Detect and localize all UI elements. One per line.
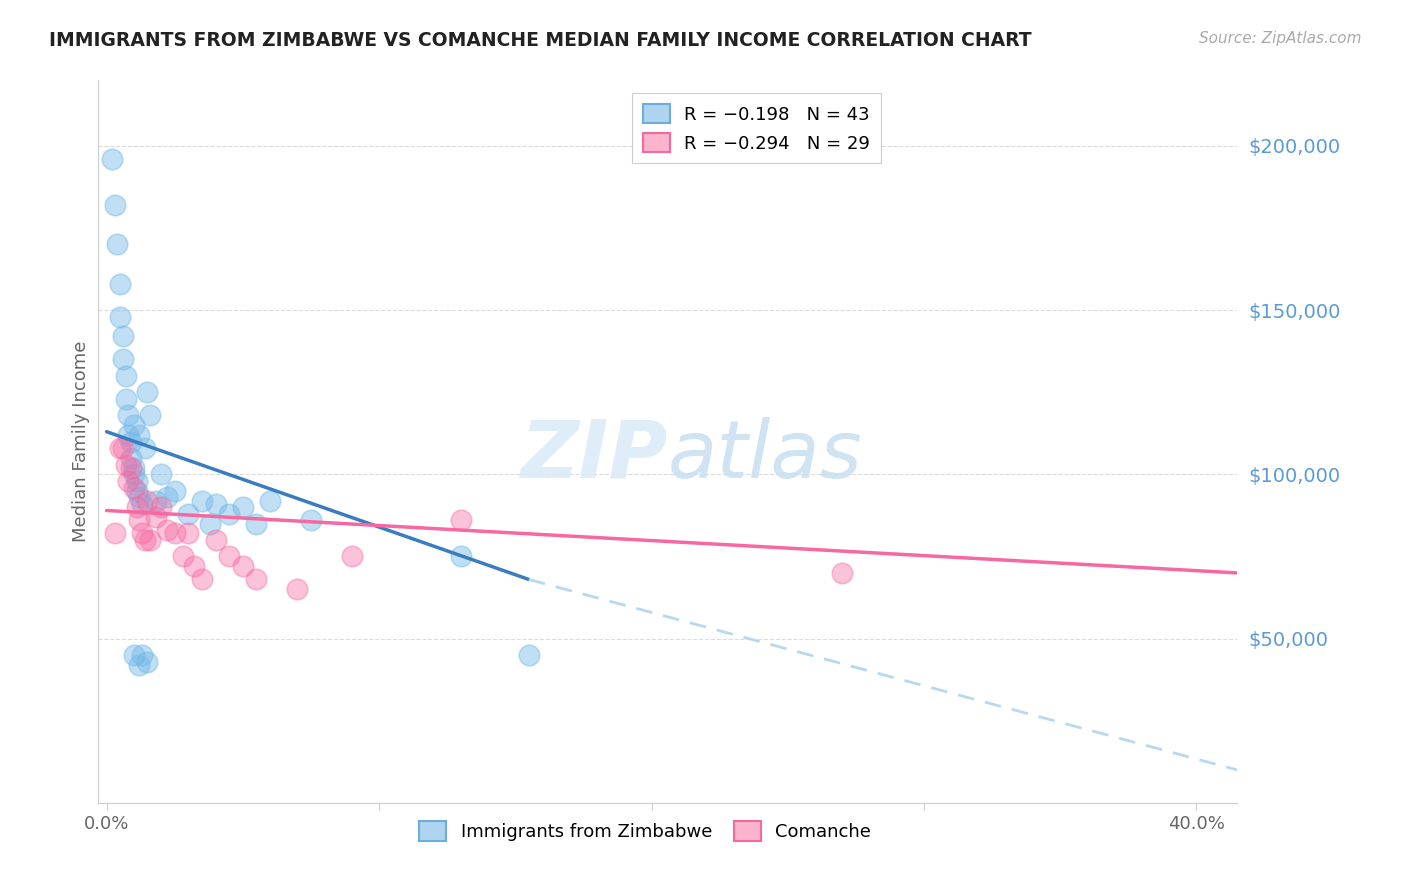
Point [104, 526, 127, 541]
Point [122, 460, 145, 475]
Point [177, 507, 200, 521]
Point [122, 467, 145, 482]
Point [125, 500, 148, 515]
Point [114, 368, 136, 383]
Point [163, 526, 186, 541]
Point [172, 549, 194, 564]
Point [150, 500, 173, 515]
Point [104, 198, 127, 212]
Point [111, 441, 134, 455]
Point [218, 507, 240, 521]
Point [450, 513, 472, 527]
Point [101, 152, 124, 166]
Point [117, 409, 139, 423]
Point [245, 573, 267, 587]
Point [139, 409, 162, 423]
Point [450, 549, 472, 564]
Point [136, 655, 159, 669]
Point [145, 510, 167, 524]
Point [191, 493, 214, 508]
Point [204, 533, 226, 547]
Point [110, 441, 132, 455]
Point [122, 418, 145, 433]
Point [110, 277, 132, 291]
Point [110, 310, 132, 324]
Point [183, 559, 205, 574]
Point [111, 352, 134, 367]
Point [232, 500, 254, 515]
Point [128, 491, 150, 505]
Point [136, 493, 159, 508]
Point [340, 549, 363, 564]
Point [117, 428, 139, 442]
Point [120, 434, 142, 449]
Point [259, 493, 281, 508]
Point [245, 516, 267, 531]
Point [128, 657, 150, 672]
Point [120, 460, 142, 475]
Y-axis label: Median Family Income: Median Family Income [72, 341, 90, 542]
Point [125, 483, 148, 498]
Point [139, 533, 162, 547]
Legend: Immigrants from Zimbabwe, Comanche: Immigrants from Zimbabwe, Comanche [412, 814, 879, 848]
Point [134, 533, 156, 547]
Point [150, 467, 173, 482]
Point [517, 648, 540, 662]
Point [117, 474, 139, 488]
Text: atlas: atlas [668, 417, 863, 495]
Text: Source: ZipAtlas.com: Source: ZipAtlas.com [1198, 31, 1361, 46]
Point [232, 559, 254, 574]
Point [191, 573, 214, 587]
Point [107, 237, 129, 252]
Text: ZIP: ZIP [520, 417, 668, 495]
Point [134, 441, 156, 455]
Point [155, 491, 177, 505]
Text: IMMIGRANTS FROM ZIMBABWE VS COMANCHE MEDIAN FAMILY INCOME CORRELATION CHART: IMMIGRANTS FROM ZIMBABWE VS COMANCHE MED… [49, 31, 1032, 50]
Point [131, 497, 153, 511]
Point [128, 428, 150, 442]
Point [122, 648, 145, 662]
Point [145, 493, 167, 508]
Point [204, 497, 226, 511]
Point [128, 513, 150, 527]
Point [285, 582, 308, 597]
Point [125, 474, 148, 488]
Point [299, 513, 322, 527]
Point [155, 523, 177, 537]
Point [198, 516, 221, 531]
Point [131, 648, 153, 662]
Point [136, 385, 159, 400]
Point [111, 329, 134, 343]
Point [122, 481, 145, 495]
Point [177, 526, 200, 541]
Point [114, 392, 136, 406]
Point [120, 450, 142, 465]
Point [163, 483, 186, 498]
Point [131, 526, 153, 541]
Point [114, 458, 136, 472]
Point [218, 549, 240, 564]
Point [831, 566, 853, 580]
